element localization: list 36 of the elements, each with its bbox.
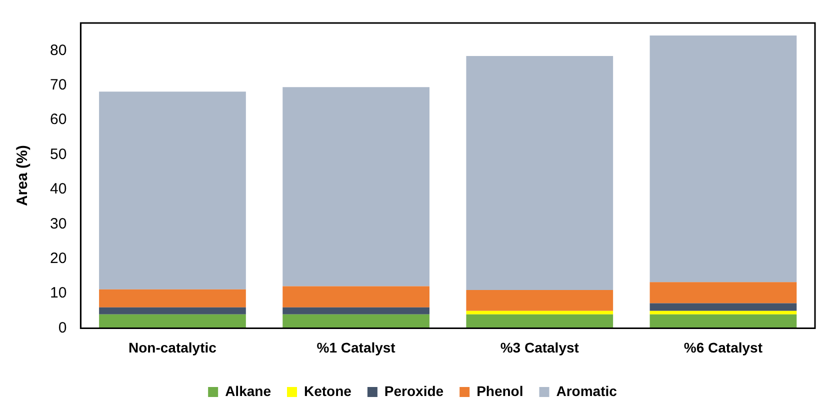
bar [650,35,797,282]
bar [282,87,430,286]
y-tick-label: 50 [50,146,67,163]
y-tick-label: 40 [50,180,67,198]
bar [282,314,430,328]
bar [99,92,246,290]
y-tick-label: 30 [50,215,67,232]
bar [466,290,614,311]
bar [99,289,246,308]
bar [650,310,797,314]
bar [282,307,430,314]
legend-label: Aromatic [556,382,618,399]
x-tick-label: Non-catalytic [128,339,217,356]
y-tick-label: 60 [50,111,67,128]
bar [466,314,614,328]
bar [650,314,797,328]
legend-label: Phenol [476,382,524,399]
bar [99,307,246,314]
bar [282,286,430,308]
bar [650,303,797,311]
x-tick-label: %6 Catalyst [684,339,763,356]
bar [99,314,246,328]
y-tick-label: 10 [50,284,67,302]
y-tick-label: 70 [50,76,67,94]
legend-label: Peroxide [384,382,444,399]
bar [466,310,614,314]
legend-label: Alkane [225,382,272,399]
bar [650,282,797,304]
y-tick-label: 80 [50,42,67,59]
x-tick-label: %1 Catalyst [316,339,396,356]
y-tick-label: 20 [50,250,67,267]
y-axis-title: Area (%) [14,145,32,206]
legend-label: Ketone [304,382,352,399]
y-tick-label: 0 [58,319,67,336]
x-tick-label: %3 Catalyst [500,339,580,356]
bar [466,56,614,290]
